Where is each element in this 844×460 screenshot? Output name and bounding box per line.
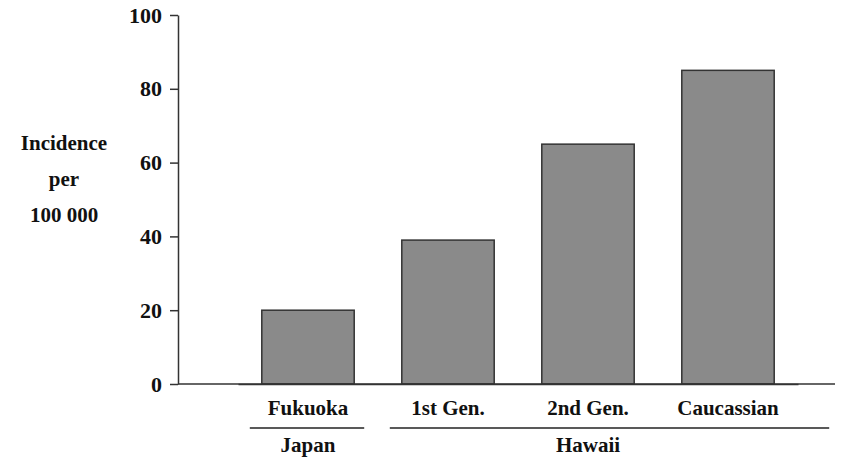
x-axis-domain xyxy=(239,384,799,386)
y-tick: 20 xyxy=(140,298,178,323)
y-tick-mark xyxy=(170,236,178,238)
y-label: Incidence per 100 000 xyxy=(21,131,107,227)
y-tick-label: 80 xyxy=(140,76,162,101)
y-label-line: per xyxy=(49,167,79,191)
y-axis: 0 20 40 60 80 100 xyxy=(129,3,179,397)
y-tick-label: 40 xyxy=(140,224,162,249)
y-tick-mark xyxy=(170,310,178,312)
y-tick-mark xyxy=(170,162,178,164)
groups: Japan Hawaii xyxy=(250,428,829,457)
y-tick-label: 60 xyxy=(140,150,162,175)
y-axis-line xyxy=(178,16,180,385)
group-label: Japan xyxy=(281,433,336,457)
y-tick: 100 xyxy=(129,3,178,28)
x-tick: 2nd Gen. xyxy=(547,384,629,420)
chart: 0 20 40 60 80 100 Fukuoka 1st Gen. 2nd Gen. Cauca… xyxy=(0,0,844,460)
x-axis-line xyxy=(178,383,835,385)
x-tick-label: Caucassian xyxy=(677,396,779,420)
bar xyxy=(262,310,354,384)
y-tick-mark xyxy=(170,384,178,386)
y-tick: 80 xyxy=(140,76,178,101)
bar xyxy=(542,144,634,384)
bars xyxy=(262,70,774,384)
y-tick: 40 xyxy=(140,224,178,249)
x-tick-label: Fukuoka xyxy=(268,396,349,420)
x-tick-label: 2nd Gen. xyxy=(547,396,629,420)
x-tick: 1st Gen. xyxy=(411,384,485,420)
group-line xyxy=(390,427,829,429)
y-tick-label: 0 xyxy=(151,372,162,397)
group-line xyxy=(250,427,364,429)
bar xyxy=(402,240,494,384)
y-tick-label: 100 xyxy=(129,3,162,28)
y-tick: 60 xyxy=(140,150,178,175)
group-label: Hawaii xyxy=(556,433,620,457)
y-tick-label: 20 xyxy=(140,298,162,323)
y-label-line: 100 000 xyxy=(30,203,98,227)
x-tick: Caucassian xyxy=(677,384,779,420)
y-label-line: Incidence xyxy=(21,131,107,155)
x-tick-label: 1st Gen. xyxy=(411,396,485,420)
bar xyxy=(682,70,774,384)
x-tick: Fukuoka xyxy=(268,384,349,420)
y-tick: 0 xyxy=(151,372,178,397)
y-tick-mark xyxy=(170,15,178,17)
y-tick-mark xyxy=(170,89,178,91)
x-axis: Fukuoka 1st Gen. 2nd Gen. Caucassian xyxy=(239,384,799,420)
